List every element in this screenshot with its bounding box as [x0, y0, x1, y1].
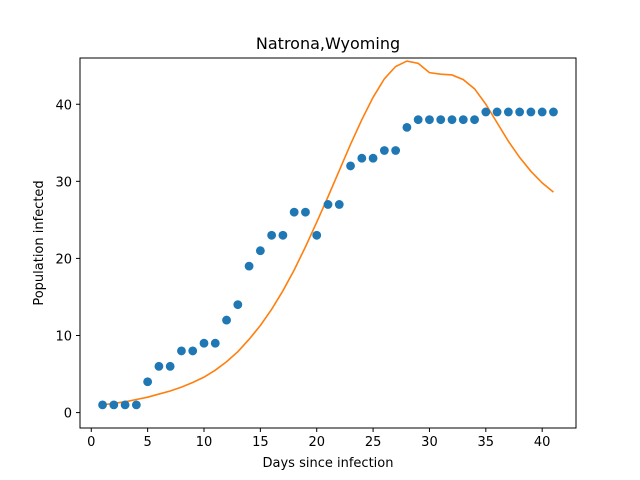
data-point	[165, 361, 175, 371]
data-point	[379, 146, 389, 155]
data-point	[458, 115, 468, 125]
data-point	[301, 207, 310, 217]
data-point	[492, 107, 502, 117]
data-point	[470, 115, 479, 125]
x-tick-label: 40	[534, 435, 551, 450]
x-tick-label: 15	[252, 435, 269, 450]
data-point	[143, 377, 153, 387]
data-point	[323, 200, 333, 209]
data-point	[368, 153, 378, 163]
data-point	[233, 300, 243, 310]
y-axis: 0 10 20 30 40	[55, 98, 80, 422]
data-point	[357, 153, 367, 163]
data-points-layer	[98, 107, 558, 410]
x-axis: 0 5 10 15 20 25 30 35 40	[87, 428, 550, 450]
x-tick-label: 10	[196, 435, 213, 450]
x-tick-label: 30	[421, 435, 438, 450]
data-point	[425, 115, 434, 125]
x-tick-label: 25	[365, 435, 382, 450]
fit-line-layer	[102, 60, 554, 406]
data-point	[334, 200, 344, 209]
data-point	[481, 107, 491, 117]
y-tick-label: 10	[55, 330, 72, 345]
data-point	[526, 107, 536, 117]
data-point	[391, 146, 401, 155]
y-tick-label: 40	[55, 98, 72, 113]
data-point	[549, 107, 558, 117]
data-point	[154, 361, 164, 371]
fit-line	[102, 60, 554, 406]
data-point	[346, 161, 355, 171]
data-point	[131, 400, 141, 410]
data-point	[447, 115, 457, 125]
data-point	[188, 346, 198, 356]
data-point	[402, 122, 412, 132]
data-point	[289, 207, 299, 217]
y-axis-title: Population infected	[32, 180, 47, 305]
data-point	[537, 107, 547, 117]
data-point	[515, 107, 525, 117]
y-tick-label: 30	[55, 175, 72, 190]
data-point	[436, 115, 446, 125]
x-axis-title: Days since infection	[263, 456, 394, 471]
x-tick-label: 5	[143, 435, 151, 450]
data-point	[98, 400, 107, 410]
data-point	[210, 338, 220, 348]
data-point	[413, 115, 423, 125]
data-point	[255, 246, 265, 256]
plot-frame	[79, 57, 577, 429]
data-point	[109, 400, 119, 410]
data-point	[244, 261, 254, 271]
x-tick-label: 20	[308, 435, 325, 450]
data-point	[312, 230, 322, 240]
data-point	[222, 315, 231, 325]
data-point	[199, 338, 209, 348]
data-point	[177, 346, 186, 356]
chart-title: Natrona,Wyoming	[256, 34, 400, 53]
x-tick-label: 0	[87, 435, 95, 450]
x-tick-label: 35	[478, 435, 495, 450]
plot-area	[80, 58, 576, 428]
data-point	[120, 400, 130, 410]
data-point	[267, 230, 277, 240]
y-tick-label: 0	[64, 407, 72, 422]
y-tick-label: 20	[55, 252, 72, 267]
data-point	[278, 230, 288, 240]
data-point	[503, 107, 513, 117]
